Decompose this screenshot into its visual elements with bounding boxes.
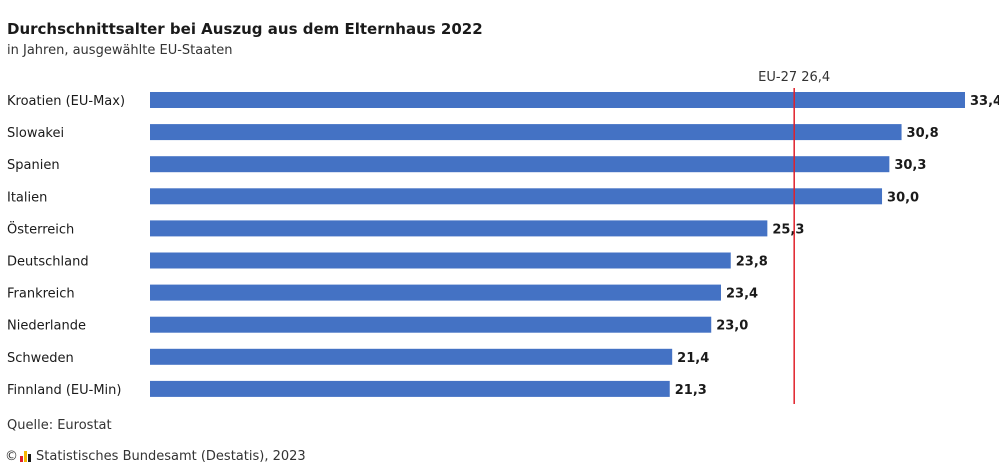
bar [150,156,890,173]
value-label: 23,0 [716,319,748,334]
category-label: Kroatien (EU-Max) [7,94,125,109]
value-label: 23,8 [736,255,768,270]
bar [150,316,712,333]
bar [150,92,965,108]
value-label: 25,3 [772,222,804,237]
category-label: Spanien [7,158,60,173]
destatis-logo-icon [20,451,32,462]
category-label: Finnland (EU-Min) [7,383,121,398]
bar [150,252,731,269]
category-label: Slowakei [7,126,64,141]
category-label: Niederlande [7,319,86,334]
bar [150,124,902,141]
source-note: Quelle: Eurostat [7,418,112,433]
category-label: Frankreich [7,287,75,302]
value-label: 30,3 [894,158,926,173]
chart-title: Durchschnittsalter bei Auszug aus dem El… [7,20,483,38]
bar [150,284,721,301]
bar-chart: Kroatien (EU-Max) 33,4 Slowakei 30,8 Spanien… [7,70,999,404]
value-label: 23,4 [726,287,758,302]
value-label: 33,4 [970,94,999,109]
footer: © Statistisches Bundesamt (Destatis), 20… [5,449,306,464]
bar [150,220,768,237]
value-label: 21,4 [677,351,709,366]
bar [150,380,670,397]
eu-average-label: EU-27 26,4 [758,70,830,85]
bar [150,188,883,205]
category-label: Schweden [7,351,74,366]
value-label: 21,3 [675,383,707,398]
value-label: 30,0 [887,190,919,205]
copyright-symbol: © [5,449,18,464]
publisher: Statistisches Bundesamt (Destatis), 2023 [36,449,306,464]
chart-subtitle: in Jahren, ausgewählte EU-Staaten [7,43,233,58]
category-label: Deutschland [7,255,89,270]
category-label: Italien [7,190,47,205]
value-label: 30,8 [907,126,939,141]
category-label: Österreich [7,220,74,237]
bar [150,348,673,365]
